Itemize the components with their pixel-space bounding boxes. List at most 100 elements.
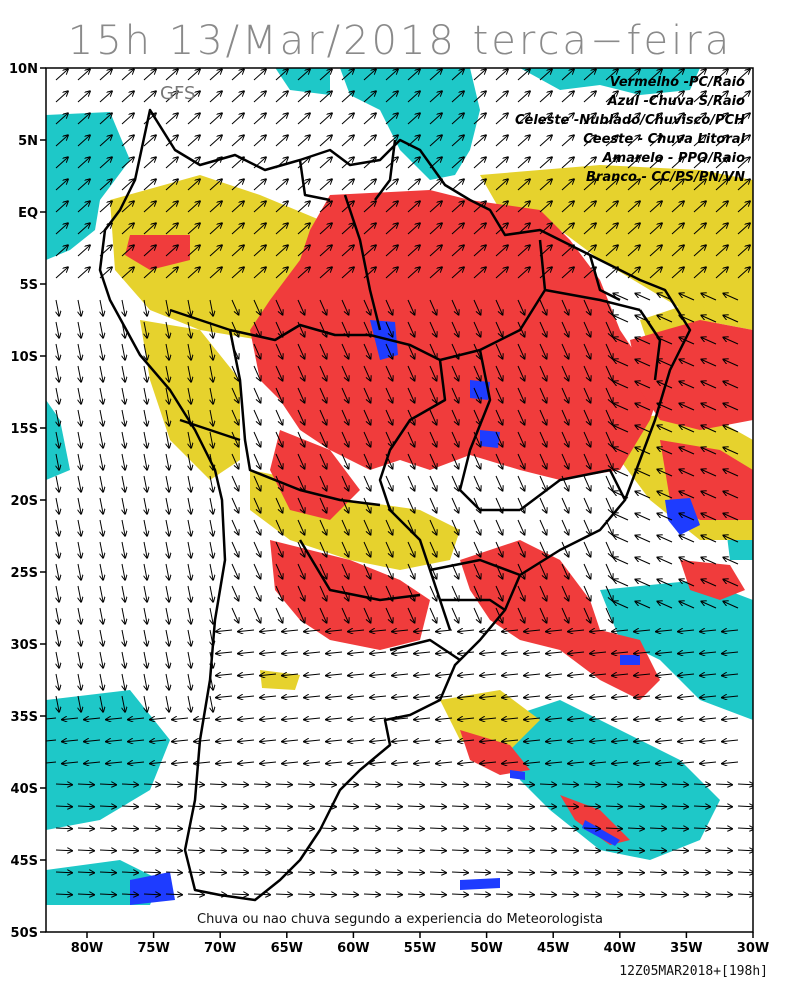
wind-arrow bbox=[715, 157, 728, 169]
wind-arrow bbox=[238, 718, 255, 720]
wind-arrow bbox=[121, 135, 134, 147]
wind-arrow bbox=[737, 267, 750, 279]
wind-arrow bbox=[473, 69, 486, 81]
legend-entry: Azul -Chuva S/Raio bbox=[607, 94, 745, 109]
wind-arrow bbox=[319, 267, 332, 279]
wind-arrow bbox=[502, 740, 519, 742]
wind-arrow bbox=[613, 426, 629, 433]
wind-arrow bbox=[297, 585, 305, 601]
wind-arrow bbox=[144, 475, 147, 492]
wind-arrow bbox=[55, 157, 68, 169]
wind-arrow bbox=[143, 91, 156, 103]
wind-arrow bbox=[188, 299, 191, 316]
wind-arrow bbox=[172, 718, 189, 720]
wind-arrow bbox=[429, 585, 437, 601]
wind-arrow bbox=[341, 431, 349, 447]
wind-arrow bbox=[46, 717, 57, 720]
wind-arrow bbox=[77, 267, 90, 279]
wind-arrow bbox=[210, 519, 213, 536]
lon-label: 70W bbox=[204, 941, 236, 956]
wind-arrow bbox=[561, 321, 569, 337]
wind-arrow bbox=[583, 179, 596, 191]
wind-arrow bbox=[517, 784, 534, 785]
wind-arrow bbox=[319, 91, 332, 103]
wind-arrow bbox=[701, 448, 717, 455]
wind-arrow bbox=[701, 602, 717, 609]
wind-arrow bbox=[407, 69, 420, 81]
wind-arrow bbox=[341, 113, 354, 125]
wind-arrow bbox=[451, 607, 459, 623]
wind-arrow bbox=[363, 828, 380, 829]
wind-arrow bbox=[429, 607, 437, 623]
wind-arrow bbox=[656, 630, 673, 632]
wind-arrow bbox=[231, 497, 239, 513]
wind-arrow bbox=[561, 201, 574, 213]
wind-arrow bbox=[304, 762, 321, 764]
wind-arrow bbox=[701, 404, 717, 411]
wind-arrow bbox=[370, 696, 387, 698]
wind-arrow bbox=[275, 267, 288, 279]
wind-arrow bbox=[77, 69, 90, 81]
lat-label: EQ bbox=[18, 206, 38, 221]
wind-arrow bbox=[275, 113, 288, 125]
wind-arrow bbox=[187, 201, 200, 213]
wind-arrow bbox=[656, 740, 673, 742]
wind-arrow bbox=[656, 674, 673, 676]
wind-arrow bbox=[210, 431, 213, 448]
wind-arrow bbox=[341, 541, 349, 557]
wind-arrow bbox=[407, 497, 415, 513]
wind-arrow bbox=[209, 113, 222, 125]
wind-arrow bbox=[348, 696, 365, 698]
wind-arrow bbox=[210, 541, 213, 558]
wind-arrow bbox=[165, 223, 178, 235]
wind-arrow bbox=[128, 718, 145, 720]
wind-vectors bbox=[46, 69, 753, 895]
wind-arrow bbox=[722, 718, 739, 720]
wind-arrow bbox=[78, 607, 81, 624]
wind-arrow bbox=[473, 585, 481, 601]
wind-arrow bbox=[253, 245, 266, 257]
wind-arrow bbox=[568, 696, 585, 698]
wind-arrow bbox=[583, 784, 600, 785]
wind-arrow bbox=[635, 514, 651, 521]
wind-arrow bbox=[561, 784, 578, 785]
wind-arrow bbox=[458, 718, 475, 720]
wind-arrow bbox=[348, 630, 365, 632]
wind-arrow bbox=[429, 431, 437, 447]
wind-arrow bbox=[121, 201, 134, 213]
wind-arrow bbox=[451, 179, 464, 191]
wind-arrow bbox=[62, 740, 79, 742]
wind-arrow bbox=[55, 245, 68, 257]
wind-arrow bbox=[392, 762, 409, 764]
wind-arrow bbox=[297, 245, 310, 257]
wind-arrow bbox=[583, 91, 596, 103]
wind-arrow bbox=[143, 201, 156, 213]
wind-arrow bbox=[319, 387, 327, 403]
wind-arrow bbox=[100, 519, 103, 536]
wind-arrow bbox=[319, 519, 327, 535]
wind-arrow bbox=[539, 497, 547, 513]
wind-arrow bbox=[723, 294, 739, 301]
wind-arrow bbox=[122, 453, 125, 470]
wind-arrow bbox=[78, 365, 81, 382]
wind-arrow bbox=[517, 541, 525, 557]
wind-arrow bbox=[612, 696, 629, 698]
wind-arrow bbox=[539, 365, 547, 381]
wind-arrow bbox=[385, 179, 398, 191]
wind-arrow bbox=[473, 201, 486, 213]
wind-arrow bbox=[188, 607, 191, 624]
wind-arrow bbox=[231, 321, 239, 337]
wind-arrow bbox=[187, 828, 204, 829]
wind-arrow bbox=[188, 497, 191, 514]
wind-arrow bbox=[46, 761, 57, 764]
wind-arrow bbox=[166, 629, 169, 646]
wind-arrow bbox=[144, 497, 147, 514]
wind-arrow bbox=[458, 696, 475, 698]
wind-arrow bbox=[583, 541, 591, 557]
wind-arrow bbox=[150, 762, 167, 764]
wind-arrow bbox=[84, 718, 101, 720]
lat-label: 30S bbox=[11, 638, 38, 653]
wind-arrow bbox=[737, 201, 750, 213]
wind-arrow bbox=[436, 630, 453, 632]
wind-arrow bbox=[583, 585, 591, 601]
